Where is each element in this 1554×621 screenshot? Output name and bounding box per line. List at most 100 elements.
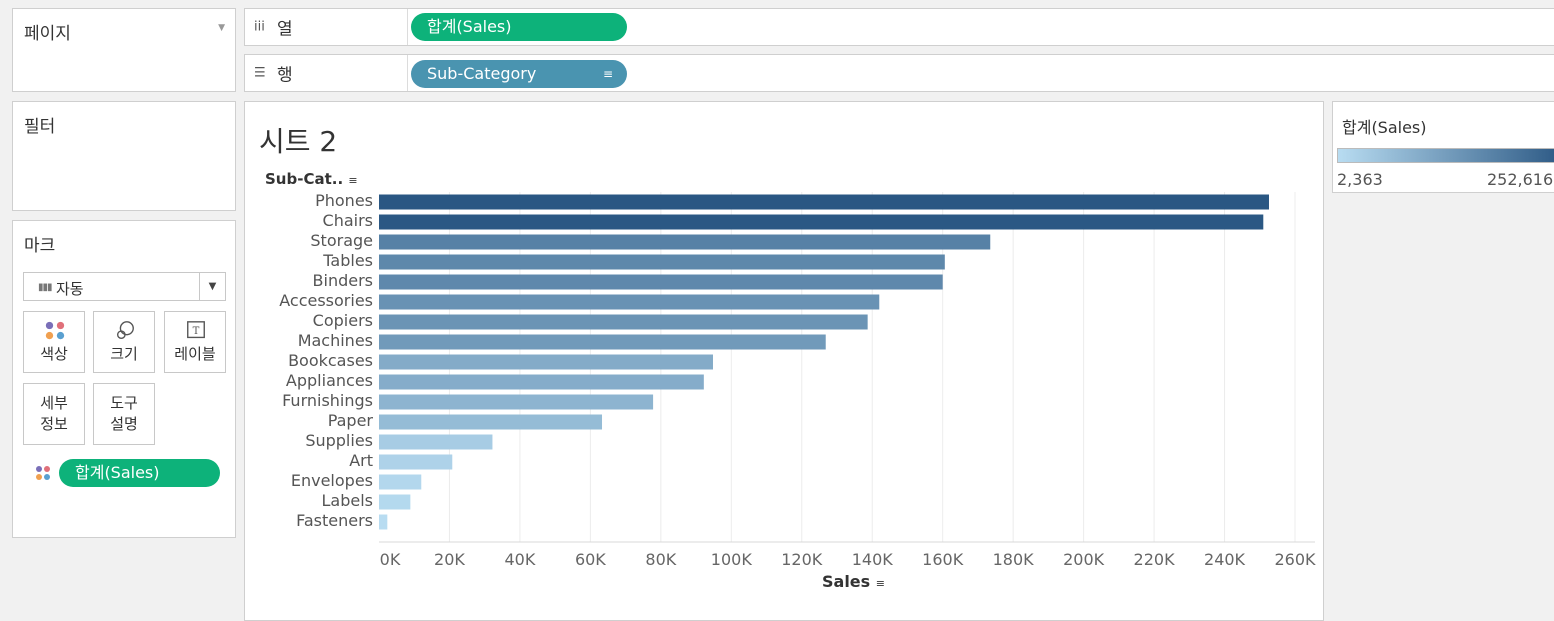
bar-accessories[interactable] (379, 294, 880, 310)
legend-title: 합계(Sales) (1342, 118, 1427, 137)
sheet-title: 시트 2 (259, 125, 338, 158)
bar-bookcases[interactable] (379, 354, 713, 370)
x-tick-label: 60K (574, 550, 606, 569)
bar-supplies[interactable] (379, 434, 493, 450)
x-tick-label: 240K (1204, 550, 1246, 569)
sort-icon[interactable]: ≡ (602, 67, 613, 81)
bar-art[interactable] (379, 454, 453, 470)
category-label-bookcases[interactable]: Bookcases (288, 351, 373, 370)
bar-chart-icon: ▮▮▮ (38, 282, 52, 293)
category-label-accessories[interactable]: Accessories (279, 291, 373, 310)
tooltip-button-label: 도구 설명 (110, 394, 138, 433)
pages-title: 페이지 (24, 24, 71, 44)
bar-binders[interactable] (379, 274, 943, 290)
bar-tables[interactable] (379, 254, 945, 270)
x-tick-label: 260K (1274, 550, 1316, 569)
detail-button[interactable]: 세부 정보 (23, 383, 85, 445)
x-axis-title[interactable]: Sales ≡ (822, 572, 885, 591)
x-tick-label: 100K (710, 550, 752, 569)
category-label-labels[interactable]: Labels (321, 491, 374, 510)
legend-max-label: 252,616 (1487, 170, 1554, 189)
bar-storage[interactable] (379, 234, 991, 250)
bar-phones[interactable] (379, 194, 1269, 210)
pages-menu-icon[interactable]: ▼ (218, 23, 225, 33)
bar-paper[interactable] (379, 414, 603, 430)
svg-text:T: T (193, 326, 200, 337)
x-tick-label: 180K (992, 550, 1034, 569)
tooltip-button[interactable]: 도구 설명 (93, 383, 155, 445)
bar-fasteners[interactable] (379, 514, 388, 530)
x-tick-label: 40K (504, 550, 536, 569)
rows-pill-subcategory[interactable]: Sub-Category ≡ (411, 60, 627, 88)
size-button[interactable]: 크기 (93, 311, 155, 373)
marks-panel: 마크 ▮▮▮ 자동 ▼ 색상 크기 T 레이블 세부 정보 도구 설명 (12, 220, 236, 538)
mark-type-dropdown[interactable]: ▮▮▮ 자동 ▼ (23, 272, 226, 301)
marks-title: 마크 (24, 236, 56, 256)
bar-chart (379, 192, 1315, 543)
marks-color-pill-text: 합계(Sales) (75, 463, 160, 482)
columns-icon: iii (254, 19, 265, 35)
color-button[interactable]: 색상 (23, 311, 85, 373)
mark-type-value: 자동 (56, 280, 84, 298)
detail-button-label: 세부 정보 (40, 394, 68, 433)
category-label-copiers[interactable]: Copiers (312, 311, 373, 330)
x-tick-label: 200K (1063, 550, 1105, 569)
legend-min-label: 2,363 (1337, 170, 1383, 189)
columns-label-text: 열 (277, 19, 293, 40)
filters-panel[interactable]: 필터 (12, 101, 236, 211)
bar-copiers[interactable] (379, 314, 868, 330)
label-button-label: 레이블 (174, 345, 216, 363)
category-label-tables[interactable]: Tables (323, 251, 373, 270)
x-tick-label: 220K (1133, 550, 1175, 569)
category-label-phones[interactable]: Phones (315, 191, 373, 210)
bar-envelopes[interactable] (379, 474, 422, 490)
category-label-art[interactable]: Art (349, 451, 373, 470)
x-tick-label: 140K (851, 550, 893, 569)
subcategory-header[interactable]: Sub-Cat.. ≡ (265, 170, 358, 188)
bar-chairs[interactable] (379, 214, 1264, 230)
bar-labels[interactable] (379, 494, 411, 510)
rows-shelf[interactable]: ☰ 행 Sub-Category ≡ (244, 54, 1554, 92)
sort-icon[interactable]: ≡ (348, 174, 358, 187)
pages-panel[interactable]: 페이지 ▼ (12, 8, 236, 92)
color-dots-icon (45, 321, 65, 340)
x-tick-label: 20K (434, 550, 465, 569)
bar-machines[interactable] (379, 334, 826, 350)
x-tick-label: 160K (922, 550, 964, 569)
columns-shelf-label: iii 열 (245, 9, 408, 45)
color-button-label: 색상 (40, 345, 68, 363)
x-tick-label: 80K (645, 550, 677, 569)
rows-icon: ☰ (254, 65, 266, 81)
category-label-binders[interactable]: Binders (312, 271, 373, 290)
filters-title: 필터 (24, 117, 56, 137)
columns-shelf[interactable]: iii 열 합계(Sales) (244, 8, 1554, 46)
category-labels: Phones Chairs Storage Tables Binders Accessor… (245, 102, 373, 542)
label-button[interactable]: T 레이블 (164, 311, 226, 373)
x-tick-label: 120K (781, 550, 823, 569)
text-label-icon: T (187, 321, 205, 339)
category-label-envelopes[interactable]: Envelopes (290, 471, 373, 490)
columns-pill-sales[interactable]: 합계(Sales) (411, 13, 627, 41)
category-label-supplies[interactable]: Supplies (305, 431, 373, 450)
marks-color-pill-sales[interactable]: 합계(Sales) (59, 459, 220, 487)
color-encoding-icon (36, 466, 50, 480)
sort-icon[interactable]: ≡ (875, 577, 885, 590)
bar-furnishings[interactable] (379, 394, 654, 410)
category-label-paper[interactable]: Paper (327, 411, 373, 430)
x-tick-label: 0K (379, 550, 401, 569)
size-button-label: 크기 (110, 345, 138, 363)
category-label-machines[interactable]: Machines (297, 331, 373, 350)
size-circles-icon (116, 321, 134, 340)
bar-appliances[interactable] (379, 374, 704, 390)
legend-color-ramp (1337, 148, 1554, 163)
category-label-furnishings[interactable]: Furnishings (282, 391, 373, 410)
category-label-storage[interactable]: Storage (310, 231, 373, 250)
chevron-down-icon[interactable]: ▼ (199, 273, 225, 300)
columns-pill-text: 합계(Sales) (427, 17, 512, 36)
category-label-fasteners[interactable]: Fasteners (296, 511, 373, 530)
category-label-chairs[interactable]: Chairs (322, 211, 373, 230)
color-legend[interactable]: 합계(Sales) 2,363 252,616 (1332, 101, 1554, 193)
rows-pill-text: Sub-Category (427, 64, 537, 83)
rows-label-text: 행 (277, 65, 293, 86)
category-label-appliances[interactable]: Appliances (285, 371, 373, 390)
